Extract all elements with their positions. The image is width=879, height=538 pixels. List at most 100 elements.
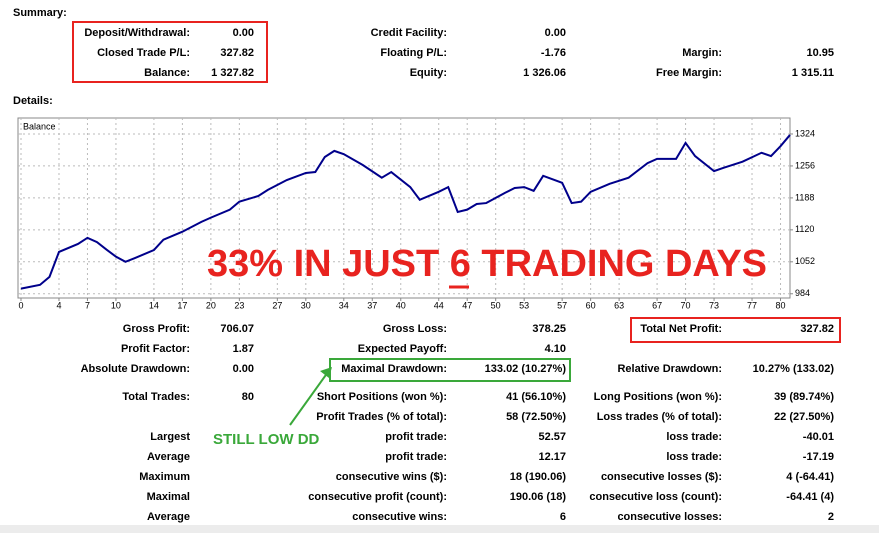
x-tick-label: 57 bbox=[557, 300, 567, 310]
stat-label: Short Positions (won %): bbox=[317, 391, 447, 403]
x-tick-label: 77 bbox=[747, 300, 757, 310]
stat-value: 1 326.06 bbox=[523, 67, 566, 79]
stat-value: 378.25 bbox=[532, 323, 566, 335]
x-tick-label: 37 bbox=[367, 300, 377, 310]
x-tick-label: 14 bbox=[149, 300, 159, 310]
tables: Deposit/Withdrawal: 0.00 Credit Facility: 0… bbox=[81, 27, 835, 523]
stat-label: Closed Trade P/L: bbox=[97, 47, 190, 59]
plot-box bbox=[17, 117, 791, 299]
stat-label: Margin: bbox=[682, 47, 722, 59]
stat-label: Profit Factor: bbox=[121, 343, 190, 355]
stat-value: 10.27% (133.02) bbox=[753, 363, 835, 375]
x-tick-label: 30 bbox=[301, 300, 311, 310]
stat-value: -64.41 (4) bbox=[786, 491, 834, 503]
y-tick-label: 1324 bbox=[795, 128, 815, 138]
highlight-box bbox=[72, 21, 268, 83]
x-tick-label: 20 bbox=[206, 300, 216, 310]
stat-value: 58 (72.50%) bbox=[506, 411, 566, 423]
stat-value: -17.19 bbox=[803, 451, 834, 463]
plot: 0 4 7 10 14 17 20 23 27 30 34 37 40 44 47 50 53 57 60 63 67 7… bbox=[18, 118, 815, 310]
stat-label: Credit Facility: bbox=[371, 27, 447, 39]
headline-part: 6 bbox=[450, 243, 471, 285]
stat-label: Long Positions (won %): bbox=[594, 391, 722, 403]
stat-label: Maximal Drawdown: bbox=[341, 363, 447, 375]
stat-label: Equity: bbox=[410, 67, 447, 79]
stat-label: Loss trades (% of total): bbox=[597, 411, 722, 423]
stat-value: 133.02 (10.27%) bbox=[485, 363, 567, 375]
x-tick-label: 4 bbox=[56, 300, 61, 310]
stat-label: consecutive loss (count): bbox=[589, 491, 722, 503]
stat-label: Total Trades: bbox=[122, 391, 190, 403]
x-tick-label: 47 bbox=[462, 300, 472, 310]
stat-label: Relative Drawdown: bbox=[617, 363, 722, 375]
stat-value: -40.01 bbox=[803, 431, 834, 443]
stat-value: 0.00 bbox=[233, 27, 254, 39]
stat-label: Absolute Drawdown: bbox=[81, 363, 190, 375]
stat-value: 1 315.11 bbox=[792, 67, 834, 79]
x-tick-label: 17 bbox=[177, 300, 187, 310]
y-tick-label: 1188 bbox=[795, 192, 814, 202]
details-title: Details: bbox=[13, 95, 53, 107]
x-tick-label: 27 bbox=[272, 300, 282, 310]
x-tick-label: 10 bbox=[111, 300, 121, 310]
stat-label: Deposit/Withdrawal: bbox=[84, 27, 190, 39]
stat-label: Largest bbox=[150, 431, 190, 443]
stat-label: Maximal bbox=[147, 491, 190, 503]
stat-label: consecutive wins ($): bbox=[336, 471, 447, 483]
arrow-head bbox=[320, 367, 332, 378]
stat-value: 18 (190.06) bbox=[510, 471, 567, 483]
x-tick-label: 7 bbox=[85, 300, 90, 310]
headline-part: TRADING DAYS bbox=[471, 243, 767, 285]
balance-line bbox=[20, 134, 791, 290]
stat-label: consecutive losses ($): bbox=[601, 471, 722, 483]
x-tick-label: 53 bbox=[519, 300, 529, 310]
stat-label: profit trade: bbox=[385, 431, 447, 443]
headline-part: 33% IN JUST bbox=[207, 243, 450, 285]
highlight-box bbox=[630, 317, 841, 343]
x-tick-label: 80 bbox=[775, 300, 785, 310]
stat-label: Average bbox=[147, 511, 190, 523]
x-tick-label: 0 bbox=[18, 300, 23, 310]
stat-value: 4.10 bbox=[545, 343, 566, 355]
stat-value: 2 bbox=[828, 511, 834, 523]
y-tick-label: 1052 bbox=[795, 256, 815, 266]
stat-value: 327.82 bbox=[220, 47, 254, 59]
stat-label: Gross Loss: bbox=[383, 323, 447, 335]
stat-value: 190.06 (18) bbox=[510, 491, 567, 503]
x-tick-label: 50 bbox=[491, 300, 501, 310]
stat-value: 327.82 bbox=[800, 323, 834, 335]
summary-title: Summary: bbox=[13, 7, 67, 19]
stat-label: consecutive wins: bbox=[352, 511, 447, 523]
y-tick-label: 1256 bbox=[795, 160, 815, 170]
x-tick-label: 60 bbox=[586, 300, 596, 310]
stat-value: 1.87 bbox=[233, 343, 254, 355]
stat-label: Total Net Profit: bbox=[640, 323, 722, 335]
stat-value: 1 327.82 bbox=[211, 67, 254, 79]
stat-label: Gross Profit: bbox=[123, 323, 190, 335]
stat-label: Floating P/L: bbox=[380, 47, 447, 59]
stat-value: 0.00 bbox=[545, 27, 566, 39]
bottom-strip bbox=[0, 525, 879, 533]
stat-value: 52.57 bbox=[538, 431, 566, 443]
stat-value: -1.76 bbox=[541, 47, 566, 59]
stat-value: 4 (-64.41) bbox=[786, 471, 834, 483]
stat-label: Profit Trades (% of total): bbox=[316, 411, 447, 423]
arrow bbox=[289, 371, 329, 426]
x-tick-label: 23 bbox=[234, 300, 244, 310]
stat-value: 12.17 bbox=[538, 451, 566, 463]
stat-label: loss trade: bbox=[666, 431, 722, 443]
stat-value: 706.07 bbox=[220, 323, 254, 335]
stat-label: profit trade: bbox=[385, 451, 447, 463]
x-tick-label: 67 bbox=[652, 300, 662, 310]
y-tick-label: 1120 bbox=[795, 224, 814, 234]
legend-label: Balance bbox=[23, 121, 56, 131]
note: STILL LOW DD bbox=[213, 431, 320, 448]
stat-label: Expected Payoff: bbox=[358, 343, 447, 355]
x-tick-label: 70 bbox=[681, 300, 691, 310]
stat-value: 10.95 bbox=[806, 47, 834, 59]
stat-label: consecutive losses: bbox=[617, 511, 722, 523]
stat-value: 39 (89.74%) bbox=[774, 391, 834, 403]
stat-label: Average bbox=[147, 451, 190, 463]
x-tick-label: 63 bbox=[614, 300, 624, 310]
